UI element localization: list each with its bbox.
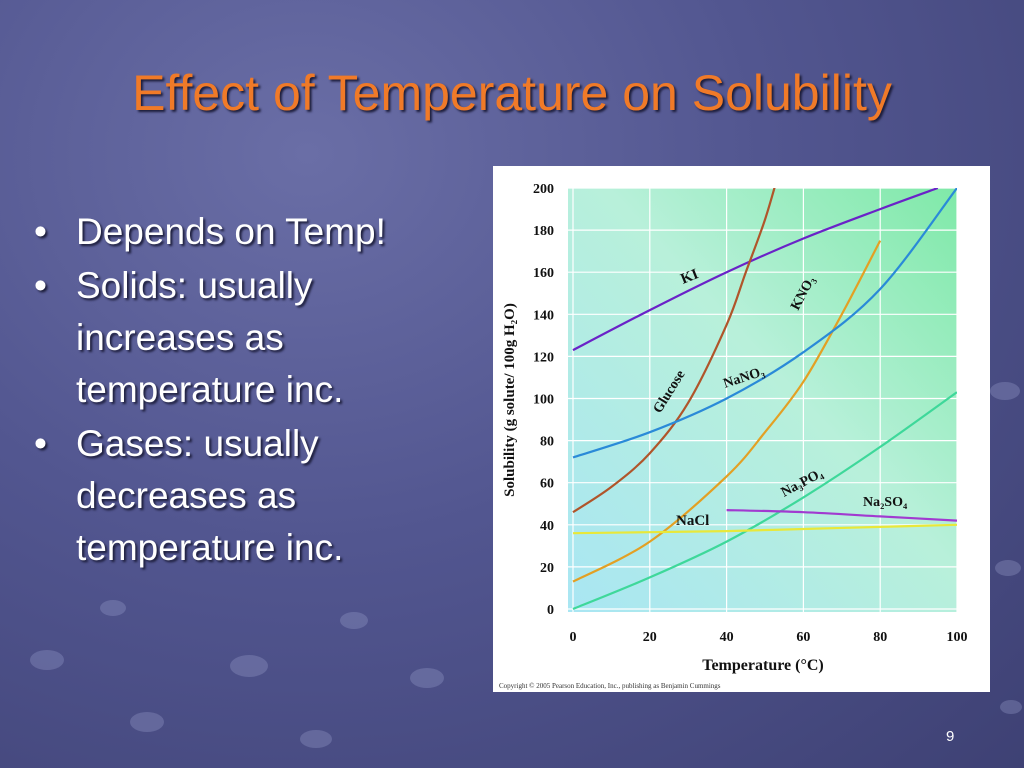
series-line <box>726 509 957 522</box>
background-dot <box>1000 700 1022 714</box>
y-tick-label: 40 <box>540 519 554 534</box>
series-line <box>572 188 776 514</box>
bullet-icon: • <box>34 211 47 252</box>
series-lines <box>572 188 957 611</box>
bullet-text: Solids: usually increases as temperature… <box>76 265 344 410</box>
background-dot <box>230 655 268 677</box>
x-axis-label: Temperature (°C) <box>702 657 823 674</box>
x-tick-label: 60 <box>796 630 810 645</box>
series-line <box>572 391 957 611</box>
series-label-nacl: NaCl <box>676 513 709 529</box>
y-tick-label: 60 <box>540 477 554 492</box>
y-tick-label: 100 <box>533 393 554 408</box>
x-tick-label: 100 <box>947 630 968 645</box>
bullet-text: Gases: usually decreases as temperature … <box>76 423 344 568</box>
series-line <box>572 240 882 583</box>
y-axis-label: Solubility (g solute/ 100g H₂O) <box>502 303 518 497</box>
y-tick-label: 160 <box>533 266 554 281</box>
series-label-na2so4: Na₂SO₄ <box>863 495 908 510</box>
background-dot <box>100 600 126 616</box>
bullet-list: • Depends on Temp! • Solids: usually incre… <box>34 206 474 576</box>
background-dot <box>990 382 1020 400</box>
bullet-item: • Solids: usually increases as temperatur… <box>34 260 474 416</box>
y-tick-label: 140 <box>533 308 554 323</box>
bullet-text: Depends on Temp! <box>76 211 386 252</box>
x-tick-label: 20 <box>643 630 657 645</box>
series-line <box>572 523 957 535</box>
chart-svg: 0 20 40 60 80 100 120 140 160 180 200 0 20 40 60 80 100… <box>499 182 968 690</box>
y-tick-label: 200 <box>533 182 554 197</box>
x-tick-label: 0 <box>570 630 577 645</box>
y-tick-label: 120 <box>533 350 554 365</box>
background-dot <box>340 612 368 629</box>
y-tick-label: 0 <box>547 603 554 618</box>
background-dot <box>300 730 332 748</box>
grid <box>568 187 958 612</box>
series-line <box>572 188 939 352</box>
series-line <box>572 188 957 459</box>
background-dot <box>410 668 444 688</box>
y-tick-label: 80 <box>540 435 554 450</box>
y-tick-labels: 0 20 40 60 80 100 120 140 160 180 200 <box>533 182 554 618</box>
page-number: 9 <box>946 728 955 745</box>
x-tick-label: 80 <box>873 630 887 645</box>
x-tick-label: 40 <box>720 630 734 645</box>
x-tick-labels: 0 20 40 60 80 100 <box>570 630 968 645</box>
background-dot <box>130 712 164 732</box>
solubility-chart: 0 20 40 60 80 100 120 140 160 180 200 0 20 40 60 80 100… <box>493 166 990 692</box>
bullet-item: • Depends on Temp! <box>34 206 474 258</box>
background-dot <box>30 650 64 670</box>
bullet-icon: • <box>34 423 47 464</box>
background-dot <box>995 560 1021 576</box>
y-tick-label: 20 <box>540 561 554 576</box>
y-tick-label: 180 <box>533 224 554 239</box>
slide-title: Effect of Temperature on Solubility <box>132 65 892 121</box>
series-label-ki: KI <box>679 266 701 287</box>
bullet-icon: • <box>34 265 47 306</box>
bullet-item: • Gases: usually decreases as temperature… <box>34 418 474 574</box>
copyright-text: Copyright © 2005 Pearson Education, Inc.… <box>499 682 721 690</box>
plot-area <box>568 188 957 612</box>
